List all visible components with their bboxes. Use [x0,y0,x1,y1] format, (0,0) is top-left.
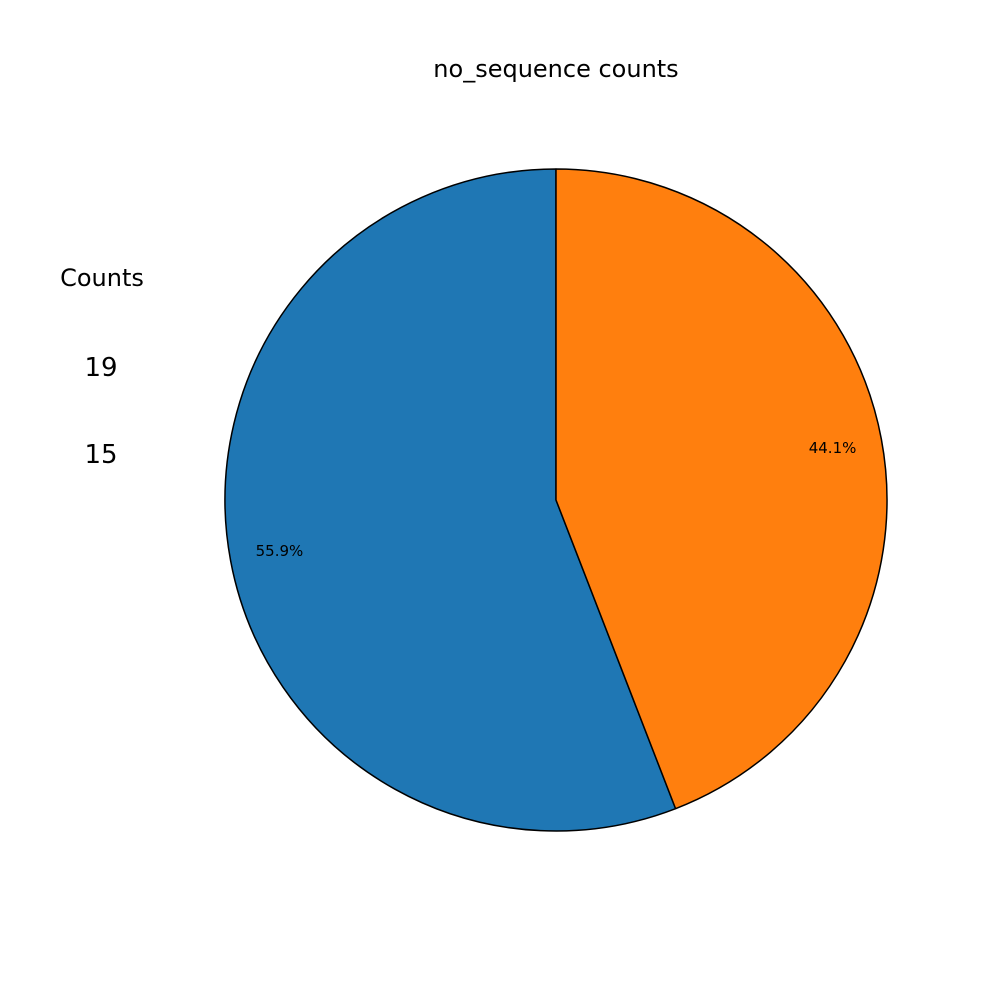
count-value: 15 [84,440,117,470]
slice-percent-label: 55.9% [256,542,304,560]
counts-header: Counts [60,264,144,292]
pie-slice [224,168,677,832]
count-value: 19 [84,353,117,383]
slice-percent-label: 44.1% [809,439,857,457]
chart-title: no_sequence counts [433,55,678,83]
pie-percent-labels: 55.9% 44.1% [256,439,857,560]
pie-slices [224,168,888,832]
pie-slice [555,168,888,810]
